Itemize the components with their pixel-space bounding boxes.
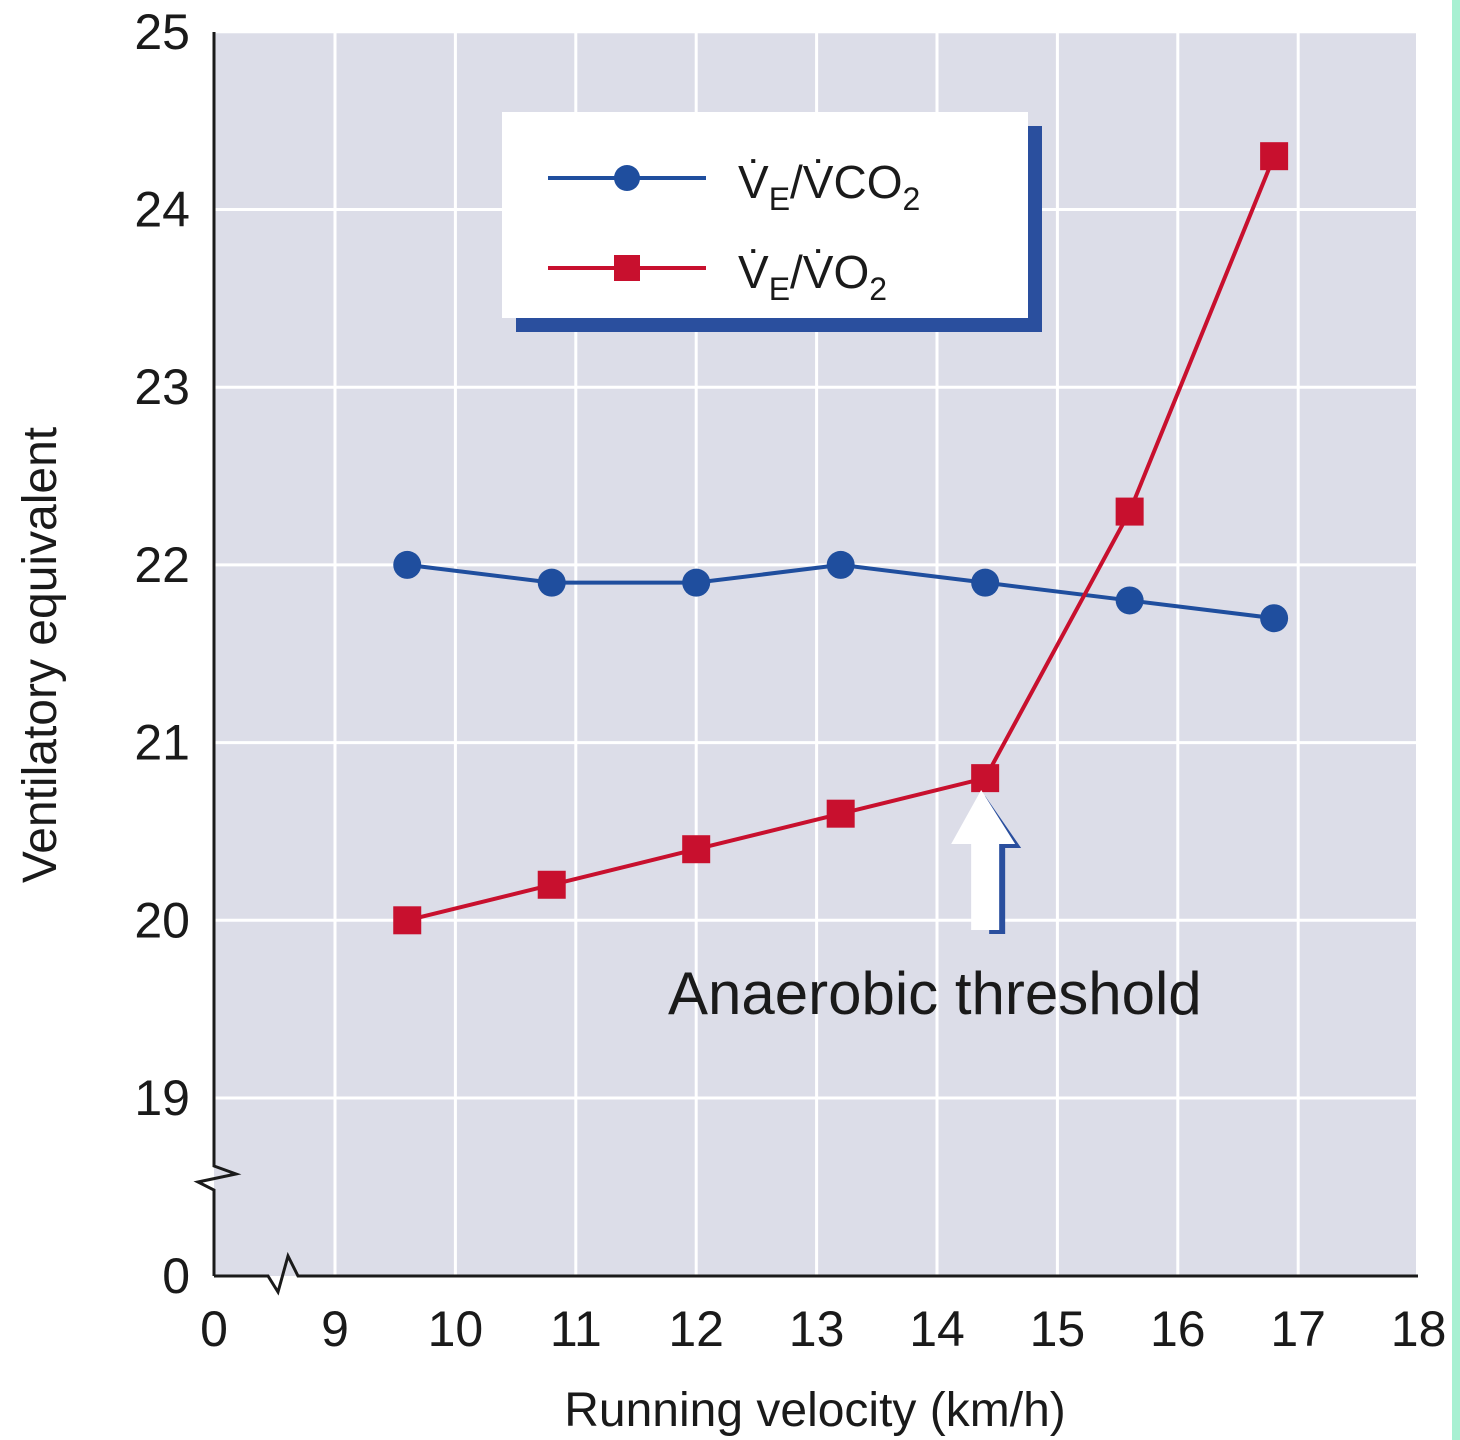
data-point bbox=[971, 764, 1000, 793]
y-tick-label: 22 bbox=[134, 537, 190, 593]
y-tick-label: 25 bbox=[134, 4, 190, 60]
y-tick-label: 23 bbox=[134, 359, 190, 415]
legend: V̇E/V̇CO2 V̇E/V̇O2 bbox=[502, 112, 1042, 332]
data-point bbox=[682, 835, 711, 864]
series-vo2 bbox=[393, 142, 1289, 935]
legend-box bbox=[502, 112, 1028, 318]
x-tick-label: 18 bbox=[1391, 1301, 1447, 1357]
legend-marker-vco2 bbox=[614, 165, 640, 191]
threshold-arrow bbox=[951, 790, 1022, 934]
data-point bbox=[1115, 586, 1144, 615]
data-point bbox=[537, 870, 566, 899]
data-point bbox=[1115, 497, 1144, 526]
data-point bbox=[1260, 142, 1289, 171]
data-point bbox=[826, 550, 855, 579]
x-tick-label: 13 bbox=[789, 1301, 845, 1357]
legend-label-vo2: V̇E/V̇O2 bbox=[738, 246, 887, 307]
y-tick-label: 21 bbox=[134, 715, 190, 771]
data-point bbox=[682, 568, 711, 597]
x-tick-label: 12 bbox=[668, 1301, 724, 1357]
y-tick-label: 20 bbox=[134, 892, 190, 948]
y-axis-label: Ventilatory equivalent bbox=[14, 427, 67, 883]
y-axis-line bbox=[193, 32, 242, 1276]
x-tick-label: 17 bbox=[1270, 1301, 1326, 1357]
series-group bbox=[393, 142, 1289, 935]
x-tick-label: 11 bbox=[550, 1301, 602, 1357]
right-edge-strip bbox=[1452, 0, 1460, 1440]
data-point bbox=[1260, 604, 1289, 633]
data-point bbox=[393, 550, 422, 579]
x-axis-line bbox=[214, 1251, 1418, 1296]
arrow-body bbox=[951, 790, 1016, 930]
anaerobic-threshold-label: Anaerobic threshold bbox=[668, 960, 1202, 1027]
x-tick-label: 15 bbox=[1030, 1301, 1086, 1357]
y-tick-label: 19 bbox=[134, 1070, 190, 1126]
data-point bbox=[826, 799, 855, 828]
axes bbox=[193, 32, 1418, 1296]
data-point bbox=[393, 906, 422, 935]
series-vco2 bbox=[393, 550, 1289, 633]
x-tick-label: 16 bbox=[1150, 1301, 1206, 1357]
y-tick-label: 24 bbox=[134, 182, 190, 238]
x-ticks: 0 9 10 11 12 13 14 15 16 17 18 bbox=[200, 1301, 1446, 1357]
data-point bbox=[971, 568, 1000, 597]
legend-marker-vo2 bbox=[614, 255, 640, 281]
x-tick-label: 0 bbox=[200, 1301, 228, 1357]
x-tick-label: 9 bbox=[321, 1301, 349, 1357]
x-tick-label: 10 bbox=[428, 1301, 484, 1357]
x-axis-label: Running velocity (km/h) bbox=[564, 1384, 1066, 1437]
data-point bbox=[537, 568, 566, 597]
y-tick-label: 0 bbox=[162, 1248, 190, 1304]
x-tick-label: 14 bbox=[909, 1301, 965, 1357]
y-ticks: 0 19 20 21 22 23 24 25 bbox=[134, 4, 190, 1304]
legend-label-vco2: V̇E/V̇CO2 bbox=[738, 156, 920, 217]
